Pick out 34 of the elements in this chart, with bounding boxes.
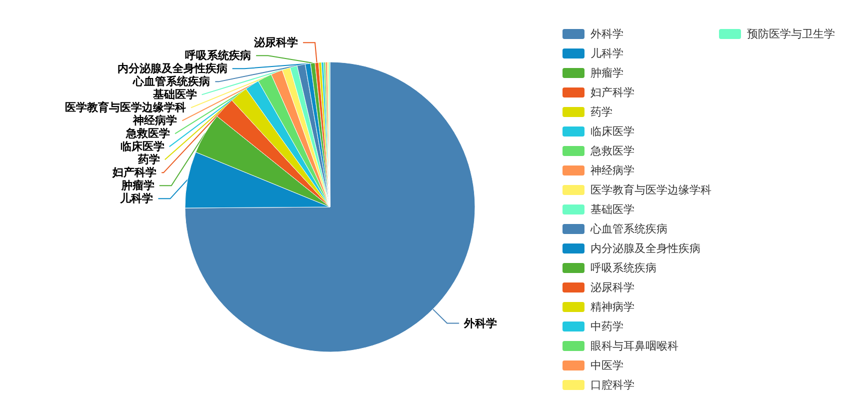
- legend-label: 呼吸系统疾病: [590, 262, 656, 274]
- legend-label: 中药学: [590, 320, 624, 333]
- legend-label: 精神病学: [590, 300, 634, 314]
- slice-label: 外科学: [463, 316, 498, 330]
- legend-label: 预防医学与卫生学: [747, 28, 835, 40]
- slice-label: 药学: [136, 153, 160, 166]
- legend-label: 药学: [590, 106, 612, 118]
- legend-label: 内分泌腺及全身性疾病: [590, 242, 700, 255]
- legend-label: 儿科学: [590, 47, 624, 60]
- slice-label: 泌尿科学: [253, 36, 298, 50]
- legend-label: 肿瘤学: [590, 66, 624, 80]
- legend-label: 基础医学: [590, 203, 634, 216]
- slice-label: 医学教育与医学边缘学科: [64, 101, 186, 114]
- slice-label: 儿科学: [119, 192, 154, 206]
- legend-label: 神经病学: [590, 164, 634, 177]
- slice-label: 内分泌腺及全身性疾病: [117, 62, 228, 76]
- legend-label: 急救医学: [590, 144, 634, 158]
- slice-label: 临床医学: [120, 140, 164, 154]
- legend-label: 中医学: [590, 359, 624, 372]
- slice-label: 妇产科学: [112, 166, 157, 180]
- legend-label: 医学教育与医学边缘学科: [590, 184, 712, 196]
- legend-label: 口腔科学: [590, 378, 634, 392]
- slice-label: 肿瘤学: [120, 179, 154, 192]
- legend-label: 心血管系统疾病: [590, 222, 668, 236]
- legend-label: 外科学: [590, 28, 624, 40]
- legend-label: 临床医学: [590, 125, 634, 138]
- slice-label: 呼吸系统疾病: [185, 49, 252, 62]
- legend-label: 眼科与耳鼻咽喉科: [590, 340, 678, 352]
- slice-label: 心血管系统疾病: [132, 75, 210, 88]
- slice-label: 神经病学: [132, 114, 178, 128]
- legend-label: 泌尿科学: [590, 281, 634, 294]
- slice-label: 基础医学: [152, 88, 197, 102]
- legend-label: 妇产科学: [590, 86, 634, 99]
- slice-label: 急救医学: [125, 127, 170, 140]
